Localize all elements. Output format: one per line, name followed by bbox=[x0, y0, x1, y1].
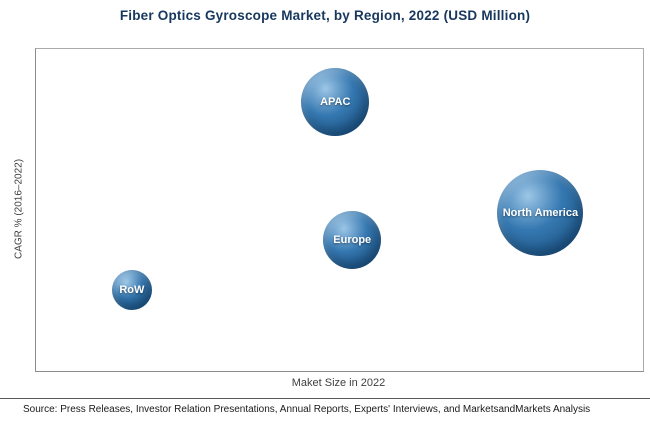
bubble-label: APAC bbox=[320, 96, 351, 109]
y-axis-label: CAGR % (2016–2022) bbox=[13, 158, 25, 260]
source-divider-line bbox=[0, 398, 650, 399]
bubble-apac: APAC bbox=[301, 68, 370, 137]
chart-title: Fiber Optics Gyroscope Market, by Region… bbox=[119, 8, 531, 23]
bubble-label: Europe bbox=[333, 233, 372, 246]
bubble-north-america: North America bbox=[497, 170, 584, 257]
bubble-label: North America bbox=[502, 207, 579, 220]
bubble-europe: Europe bbox=[323, 210, 382, 269]
bubble-label: RoW bbox=[119, 283, 145, 296]
plot-area: APAC North America Europe RoW bbox=[35, 48, 644, 372]
bubble-row: RoW bbox=[111, 269, 152, 310]
x-axis-label: Maket Size in 2022 bbox=[291, 377, 386, 389]
source-text: Source: Press Releases, Investor Relatio… bbox=[23, 404, 591, 415]
